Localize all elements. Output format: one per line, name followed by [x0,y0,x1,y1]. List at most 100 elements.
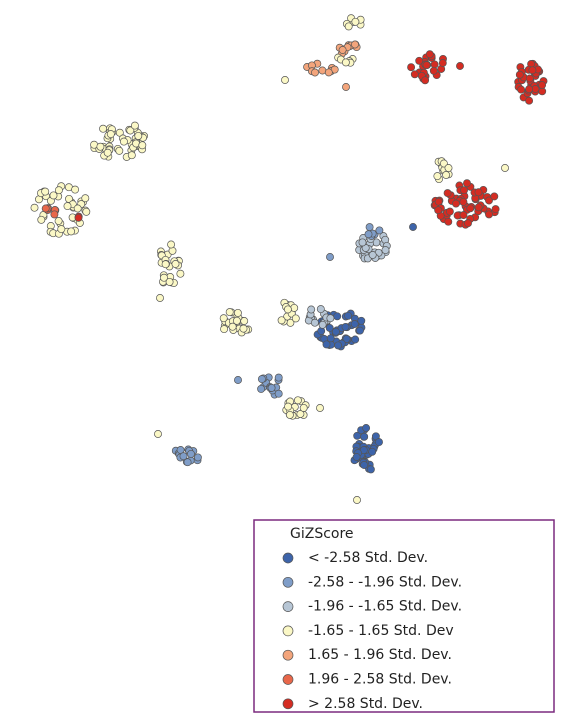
feature-point [219,314,228,323]
feature-point [322,340,331,349]
feature-point [525,96,534,105]
feature-point [171,260,180,268]
feature-point [293,396,302,405]
feature-point [357,316,366,325]
feature-point [334,341,343,350]
feature-point [474,203,483,212]
feature-point [351,40,359,49]
feature-point [490,192,499,201]
feature-point [425,50,434,59]
feature-point [350,320,359,328]
feature-point [67,227,76,236]
feature-point [119,137,128,146]
legend-label: 1.65 - 1.96 Std. Dev. [308,647,452,663]
feature-point [284,402,293,411]
feature-point [138,141,147,150]
feature-point [485,210,493,219]
feature-point [528,66,537,75]
feature-point [407,63,416,72]
feature-point [375,226,384,235]
feature-point [459,211,468,220]
legend-swatch [282,674,294,685]
feature-point [410,70,419,79]
feature-point [485,196,493,205]
feature-point [368,251,377,259]
feature-point [351,335,360,344]
feature-point [57,225,66,234]
feature-point [41,187,50,196]
feature-point [326,253,334,261]
feature-point [515,70,524,79]
feature-point [463,179,471,188]
feature-point [82,207,91,216]
feature-point [445,207,454,216]
feature-point [434,197,443,206]
feature-point [126,126,135,135]
feature-point [183,458,192,467]
feature-point [381,246,390,255]
feature-point [234,376,242,384]
feature-point [452,199,460,208]
feature-point [299,403,308,412]
feature-point [474,188,483,197]
feature-point [351,17,360,26]
feature-point [421,76,430,85]
feature-point [491,205,500,214]
feature-point [525,74,534,83]
feature-point [325,323,334,332]
feature-point [274,373,283,382]
feature-point [442,171,451,179]
feature-point [360,461,369,469]
feature-point [352,453,361,461]
feature-point [239,324,248,333]
legend: < -2.58 Std. Dev. -2.58 - -1.96 Std. Dev.… [282,550,462,712]
legend-label: -2.58 - -1.96 Std. Dev. [308,574,462,590]
legend-swatch [282,552,294,564]
feature-point [342,83,350,91]
feature-point [73,204,82,213]
feature-point [365,223,374,232]
feature-point [281,76,289,84]
feature-point [409,223,417,231]
feature-point [115,146,124,155]
feature-point [344,311,353,320]
feature-point [331,327,340,336]
feature-point [99,124,108,133]
feature-point [30,203,39,212]
feature-point [103,148,112,157]
feature-point [341,58,350,67]
feature-point [333,312,342,321]
feature-point [283,305,292,314]
legend-box [253,519,555,713]
feature-point [316,404,324,412]
feature-point [50,210,59,219]
feature-point [63,202,72,211]
feature-point [71,185,80,194]
feature-point [517,85,526,94]
legend-swatch [282,576,294,588]
feature-point [318,320,327,329]
feature-point [156,294,164,302]
feature-point [41,204,50,213]
feature-point [366,465,375,474]
feature-point [466,204,475,213]
legend-label: > 2.58 Std. Dev. [308,696,423,712]
legend-swatch [282,649,294,661]
feature-point [277,316,286,325]
feature-point [130,121,139,130]
feature-point [360,432,369,441]
feature-point [344,22,353,31]
feature-point [525,85,534,94]
feature-point [356,326,364,335]
feature-point [187,449,195,458]
feature-point [538,81,547,90]
feature-point [316,305,325,314]
feature-point [220,325,229,334]
feature-point [310,318,319,327]
feature-point [257,384,266,393]
feature-point [443,189,452,198]
legend-swatch [282,625,294,637]
feature-point [375,438,383,447]
feature-point [54,186,63,195]
